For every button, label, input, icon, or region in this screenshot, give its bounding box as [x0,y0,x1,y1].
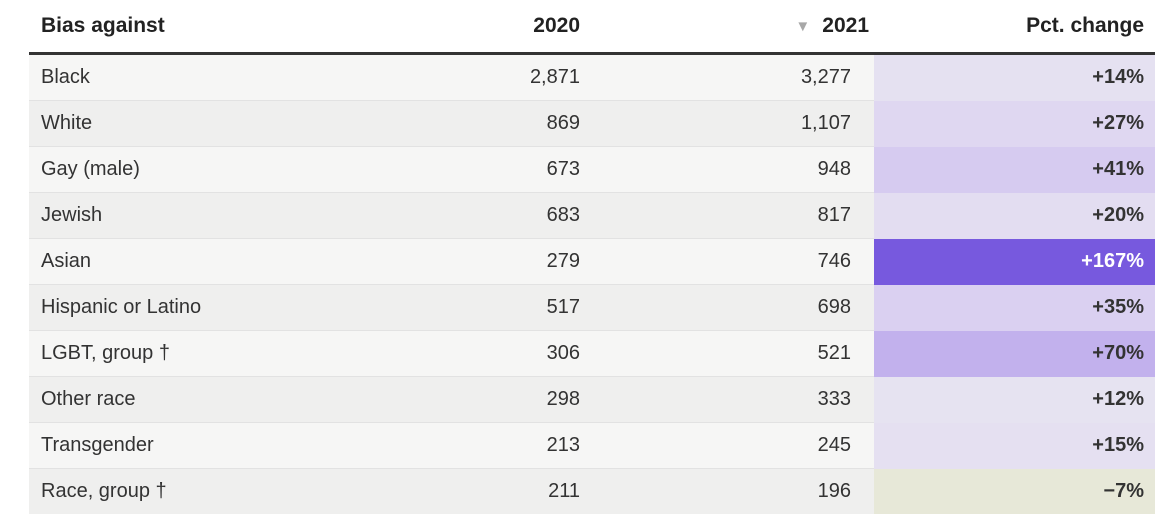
bias-table-container: Bias against 2020 ▼ 2021 Pct. change Blac… [29,0,1155,514]
table-row: Hispanic or Latino 517 698 +35% [29,284,1155,331]
column-header-2021-label: 2021 [822,14,869,37]
cell-2021: 698 [580,284,874,331]
header-row: Bias against 2020 ▼ 2021 Pct. change [29,0,1155,55]
table-body: Black 2,871 3,277 +14% White 869 1,107 +27% Gay … [29,53,1155,514]
cell-2020: 2,871 [441,53,580,101]
table-row: Jewish 683 817 +20% [29,192,1155,239]
column-header-2020[interactable]: 2020 [441,0,580,55]
table-row: White 869 1,107 +27% [29,100,1155,147]
cell-bias-against: Asian [29,238,441,285]
column-header-2021[interactable]: ▼ 2021 [580,0,874,55]
cell-pct-change: +167% [874,238,1155,285]
table-row: Other race 298 333 +12% [29,376,1155,423]
cell-bias-against: Hispanic or Latino [29,284,441,331]
cell-bias-against: Black [29,53,441,101]
cell-2021: 245 [580,422,874,469]
cell-2020: 279 [441,238,580,285]
table-row: LGBT, group † 306 521 +70% [29,330,1155,377]
cell-pct-change: +41% [874,146,1155,193]
cell-2021: 817 [580,192,874,239]
cell-pct-change: +35% [874,284,1155,331]
cell-2021: 333 [580,376,874,423]
cell-2020: 213 [441,422,580,469]
column-header-bias-against[interactable]: Bias against [29,0,441,55]
cell-2020: 306 [441,330,580,377]
cell-bias-against: Other race [29,376,441,423]
cell-pct-change: +20% [874,192,1155,239]
table-row: Asian 279 746 +167% [29,238,1155,285]
table-header: Bias against 2020 ▼ 2021 Pct. change [29,0,1155,55]
cell-bias-against: Race, group † [29,468,441,514]
cell-pct-change: +14% [874,53,1155,101]
column-header-pct-change[interactable]: Pct. change [874,0,1155,55]
cell-2021: 3,277 [580,53,874,101]
cell-pct-change: +12% [874,376,1155,423]
cell-pct-change: +27% [874,100,1155,147]
cell-2021: 1,107 [580,100,874,147]
cell-2020: 211 [441,468,580,514]
cell-2021: 746 [580,238,874,285]
cell-2020: 298 [441,376,580,423]
cell-bias-against: Gay (male) [29,146,441,193]
cell-bias-against: White [29,100,441,147]
table-row: Transgender 213 245 +15% [29,422,1155,469]
table-row: Race, group † 211 196 −7% [29,468,1155,514]
cell-pct-change: −7% [874,468,1155,514]
cell-pct-change: +70% [874,330,1155,377]
sort-descending-icon: ▼ [795,18,811,35]
table-row: Gay (male) 673 948 +41% [29,146,1155,193]
table-row: Black 2,871 3,277 +14% [29,53,1155,101]
cell-2020: 517 [441,284,580,331]
cell-2021: 521 [580,330,874,377]
cell-bias-against: Jewish [29,192,441,239]
cell-bias-against: LGBT, group † [29,330,441,377]
cell-pct-change: +15% [874,422,1155,469]
cell-2021: 196 [580,468,874,514]
cell-2020: 869 [441,100,580,147]
cell-bias-against: Transgender [29,422,441,469]
cell-2020: 683 [441,192,580,239]
cell-2020: 673 [441,146,580,193]
cell-2021: 948 [580,146,874,193]
bias-table: Bias against 2020 ▼ 2021 Pct. change Blac… [29,0,1155,514]
